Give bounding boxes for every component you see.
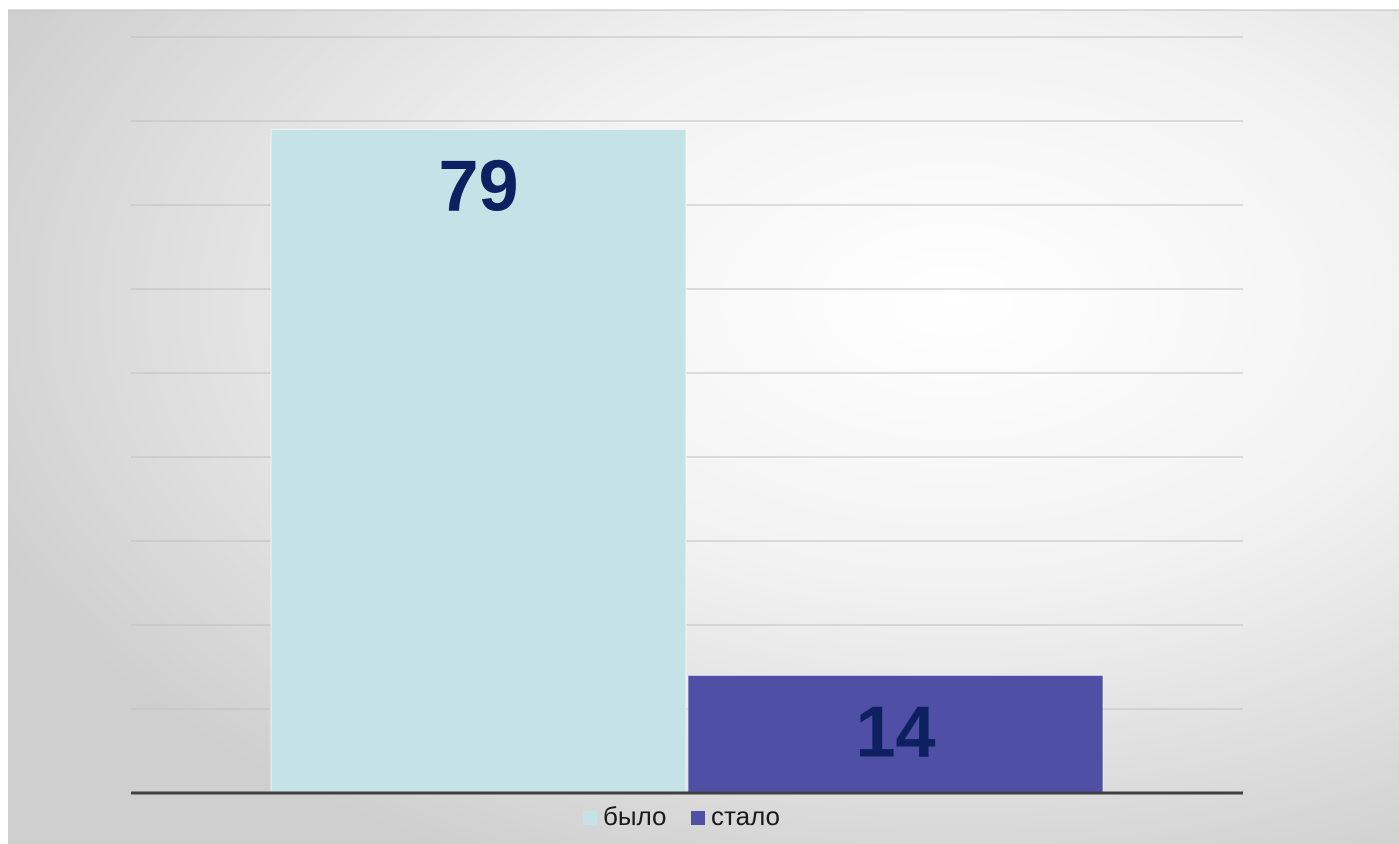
- legend-label: было: [603, 801, 667, 831]
- legend-swatch: [691, 811, 705, 825]
- bars: [270, 128, 1104, 794]
- legend-swatch: [583, 811, 597, 825]
- data-label: 79: [438, 146, 518, 226]
- legend-label: стало: [711, 801, 780, 831]
- bar: [270, 128, 687, 794]
- data-label: 14: [855, 692, 935, 772]
- bar: [687, 674, 1104, 794]
- legend: было стало: [583, 801, 780, 831]
- data-labels: 79 14: [438, 146, 935, 772]
